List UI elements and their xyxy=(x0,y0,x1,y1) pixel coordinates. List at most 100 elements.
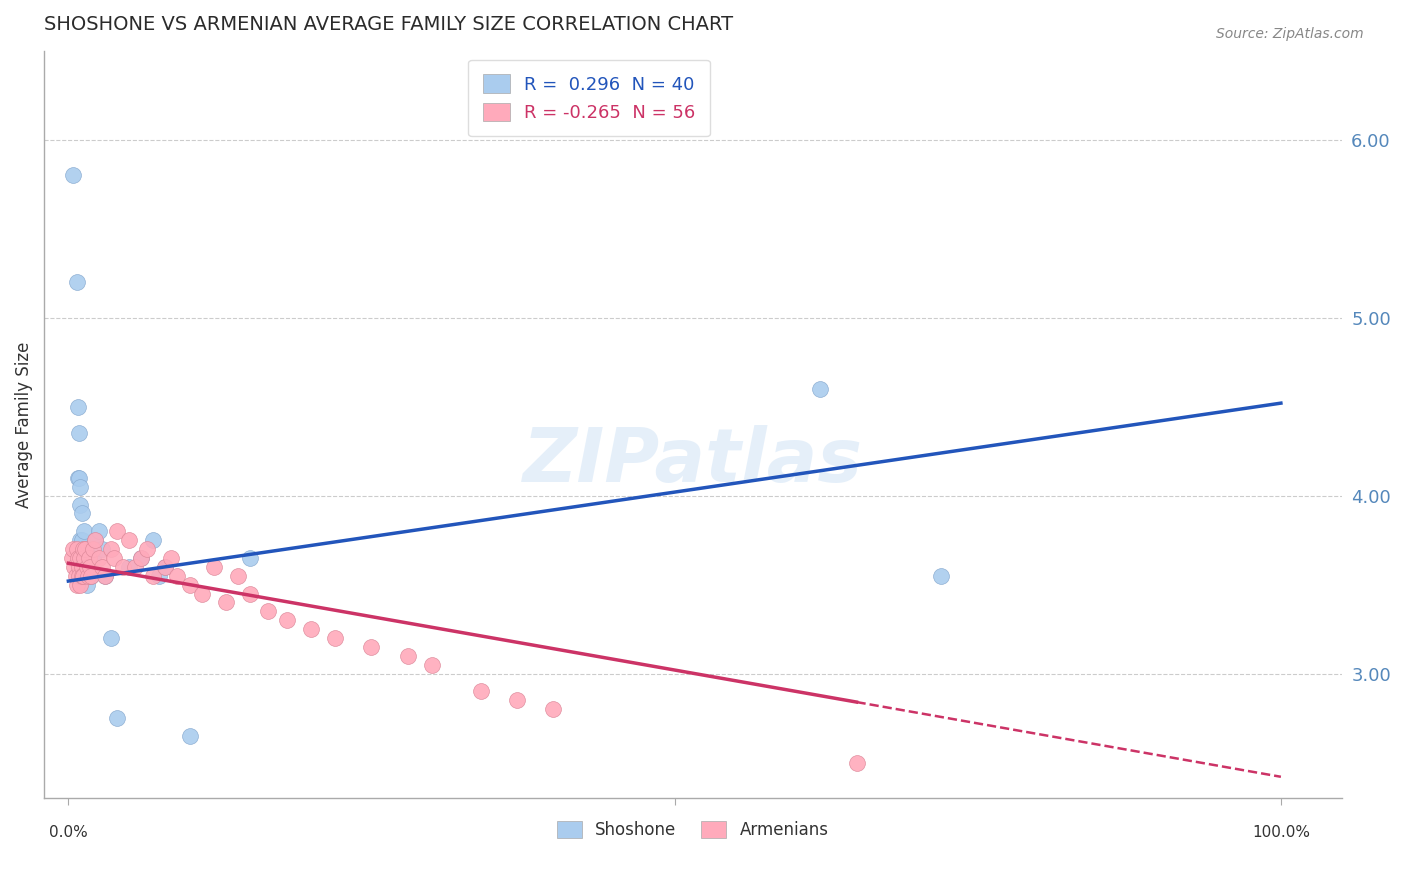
Point xyxy=(118,533,141,548)
Point xyxy=(845,756,868,770)
Point xyxy=(75,568,97,582)
Y-axis label: Average Family Size: Average Family Size xyxy=(15,342,32,508)
Point xyxy=(73,550,96,565)
Point xyxy=(105,711,128,725)
Point xyxy=(69,577,91,591)
Point xyxy=(215,595,238,609)
Legend: Shoshone, Armenians: Shoshone, Armenians xyxy=(550,814,835,846)
Point xyxy=(72,568,94,582)
Point xyxy=(69,498,91,512)
Point xyxy=(103,550,125,565)
Point xyxy=(100,542,122,557)
Point xyxy=(190,586,212,600)
Point xyxy=(124,559,146,574)
Point xyxy=(91,542,114,557)
Point xyxy=(276,613,298,627)
Text: SHOSHONE VS ARMENIAN AVERAGE FAMILY SIZE CORRELATION CHART: SHOSHONE VS ARMENIAN AVERAGE FAMILY SIZE… xyxy=(44,15,734,34)
Point xyxy=(76,568,98,582)
Point xyxy=(72,542,94,557)
Point xyxy=(87,524,110,539)
Point xyxy=(179,577,201,591)
Point xyxy=(82,542,104,557)
Point xyxy=(80,568,103,582)
Point xyxy=(67,550,90,565)
Point xyxy=(129,550,152,565)
Point xyxy=(84,533,107,548)
Point xyxy=(91,559,114,574)
Point xyxy=(323,631,346,645)
Point xyxy=(931,568,953,582)
Point xyxy=(70,550,93,565)
Point xyxy=(166,568,188,582)
Point xyxy=(67,471,90,485)
Point xyxy=(77,550,100,565)
Point xyxy=(67,471,90,485)
Point xyxy=(67,568,90,582)
Point xyxy=(66,542,89,557)
Point xyxy=(84,533,107,548)
Point xyxy=(100,631,122,645)
Point xyxy=(79,559,101,574)
Point xyxy=(82,550,104,565)
Point xyxy=(87,550,110,565)
Point xyxy=(155,559,177,574)
Point xyxy=(73,559,96,574)
Point xyxy=(226,568,249,582)
Point xyxy=(239,550,262,565)
Point xyxy=(70,507,93,521)
Point xyxy=(79,559,101,574)
Point xyxy=(76,542,98,557)
Text: Source: ZipAtlas.com: Source: ZipAtlas.com xyxy=(1216,27,1364,41)
Point xyxy=(93,568,115,582)
Point xyxy=(67,426,90,441)
Text: ZIPatlas: ZIPatlas xyxy=(523,425,863,499)
Point xyxy=(111,559,134,574)
Point xyxy=(136,542,159,557)
Point xyxy=(69,533,91,548)
Point xyxy=(70,533,93,548)
Point xyxy=(142,568,165,582)
Point xyxy=(160,550,183,565)
Point xyxy=(118,559,141,574)
Point xyxy=(506,693,529,707)
Point xyxy=(62,169,84,183)
Point xyxy=(67,400,90,414)
Point xyxy=(76,568,98,582)
Text: 100.0%: 100.0% xyxy=(1251,825,1310,840)
Point xyxy=(360,640,382,654)
Point xyxy=(80,568,103,582)
Point xyxy=(105,524,128,539)
Point xyxy=(72,542,94,557)
Point xyxy=(66,275,89,289)
Point xyxy=(543,702,565,716)
Point xyxy=(73,524,96,539)
Point xyxy=(93,568,115,582)
Point xyxy=(76,550,98,565)
Point xyxy=(65,568,87,582)
Point xyxy=(67,559,90,574)
Point xyxy=(148,568,170,582)
Point xyxy=(76,559,98,574)
Point xyxy=(60,550,83,565)
Point xyxy=(77,542,100,557)
Point xyxy=(396,648,419,663)
Point xyxy=(239,586,262,600)
Point xyxy=(420,657,443,672)
Point xyxy=(66,577,89,591)
Point xyxy=(202,559,225,574)
Point xyxy=(179,729,201,743)
Point xyxy=(70,559,93,574)
Point xyxy=(69,550,91,565)
Point xyxy=(69,480,91,494)
Point xyxy=(142,533,165,548)
Text: 0.0%: 0.0% xyxy=(49,825,87,840)
Point xyxy=(155,559,177,574)
Point xyxy=(299,622,322,636)
Point xyxy=(62,542,84,557)
Point xyxy=(75,542,97,557)
Point xyxy=(257,604,280,618)
Point xyxy=(72,568,94,582)
Point xyxy=(808,382,831,396)
Point xyxy=(63,559,86,574)
Point xyxy=(70,568,93,582)
